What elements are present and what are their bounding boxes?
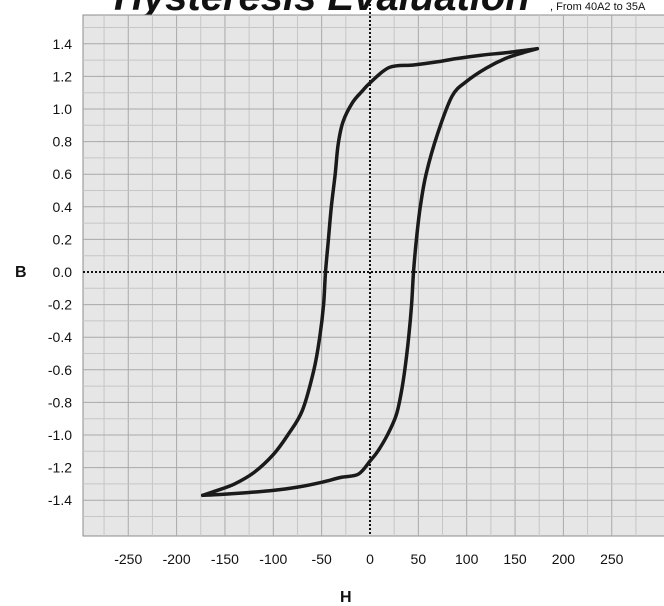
series-group [200,46,540,498]
series-line-1 [200,46,540,498]
x-tick-labels: -250 -200 -150 -100 -50 0 50 100 150 200 250 [114,551,623,567]
y-tick-label: 0.4 [53,199,73,215]
y-tick-label: -1.0 [48,427,72,443]
x-tick-label: 100 [455,551,479,567]
chart-title: Hysteresis Evaluation [114,0,530,19]
x-tick-label: 200 [552,551,576,567]
y-tick-label: 0.6 [53,166,73,182]
series-line-2 [200,46,540,498]
y-tick-labels: 1.4 1.2 1.0 0.8 0.6 0.4 0.2 0.0 -0.2 -0.4 -0.6 -0.8… [48,36,72,508]
y-tick-label: 1.4 [53,36,73,52]
y-tick-label: -0.8 [48,394,72,410]
x-tick-label: 0 [366,551,374,567]
grid-lines [83,15,664,536]
x-tick-label: 150 [503,551,527,567]
y-tick-label: -1.2 [48,460,72,476]
y-tick-label: 1.0 [53,101,73,117]
y-tick-label: 0.0 [53,264,73,280]
y-tick-label: 0.8 [53,134,73,150]
x-tick-label: -150 [211,551,239,567]
y-axis-label: B [15,264,27,281]
x-tick-label: 50 [411,551,427,567]
y-tick-label: -0.4 [48,329,72,345]
y-tick-label: 0.2 [53,231,73,247]
y-tick-label: -1.4 [48,492,72,508]
x-tick-label: -100 [259,551,287,567]
x-tick-label: -50 [312,551,332,567]
plot-area [82,14,664,537]
x-tick-label: -250 [114,551,142,567]
x-tick-label: 250 [600,551,624,567]
zero-reference-lines [83,0,664,536]
x-axis-label: H [340,589,352,606]
y-tick-label: -0.6 [48,362,72,378]
y-tick-label: 1.2 [53,68,73,84]
x-tick-label: -200 [163,551,191,567]
y-tick-label: -0.2 [48,297,72,313]
chart-subtitle: , From 40A2 to 35A [550,1,646,13]
